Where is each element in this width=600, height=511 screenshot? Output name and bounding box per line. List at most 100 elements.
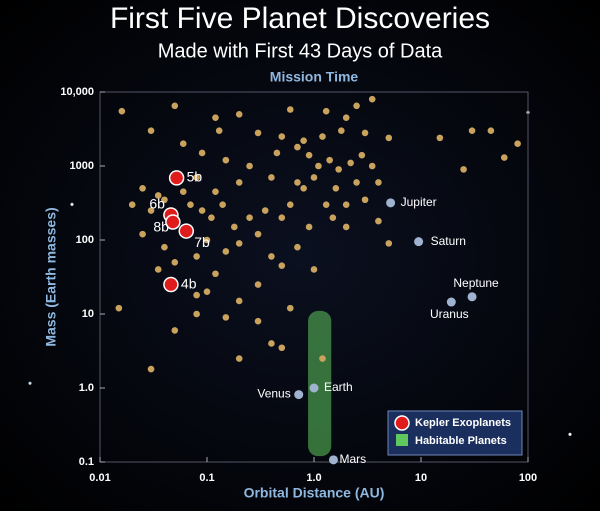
known-planet bbox=[139, 230, 146, 238]
known-planet bbox=[187, 201, 194, 208]
known-planet bbox=[212, 114, 219, 121]
known-planet bbox=[268, 253, 275, 260]
known-planet bbox=[215, 127, 223, 134]
known-planet bbox=[278, 133, 286, 140]
known-planet bbox=[161, 196, 168, 204]
known-planet bbox=[222, 314, 230, 321]
known-planet bbox=[286, 106, 294, 113]
known-planet bbox=[273, 149, 281, 157]
top-label: Mission Time bbox=[270, 69, 359, 85]
known-planet bbox=[193, 310, 200, 318]
known-planet bbox=[118, 107, 126, 115]
known-planet bbox=[436, 134, 444, 142]
known-planet bbox=[235, 297, 243, 305]
known-planet bbox=[171, 327, 179, 334]
known-planet bbox=[319, 133, 326, 140]
known-planet bbox=[115, 304, 123, 312]
known-planet bbox=[385, 134, 393, 142]
known-planet bbox=[147, 365, 155, 373]
known-planet bbox=[203, 236, 211, 244]
known-planet bbox=[235, 240, 243, 247]
known-planet bbox=[154, 192, 162, 199]
known-planet bbox=[139, 184, 146, 192]
known-planet bbox=[254, 129, 262, 137]
chart-subtitle: Made with First 43 Days of Data bbox=[158, 40, 443, 62]
y-tick-label: 0.1 bbox=[79, 456, 94, 468]
known-planet bbox=[361, 129, 369, 137]
point-label: Jupiter bbox=[401, 195, 437, 209]
known-planet bbox=[310, 266, 318, 273]
known-planet bbox=[198, 207, 206, 214]
known-planet bbox=[278, 214, 286, 222]
known-planet bbox=[171, 102, 179, 110]
y-tick-label: 10 bbox=[82, 308, 94, 320]
point-label: Mars bbox=[339, 452, 366, 466]
point-label: Neptune bbox=[453, 276, 499, 290]
x-tick-label: 0.01 bbox=[89, 472, 110, 484]
known-planet bbox=[368, 162, 376, 170]
known-planet bbox=[235, 179, 243, 186]
point-label: 4b bbox=[181, 275, 197, 291]
known-planet bbox=[294, 143, 301, 151]
point-label: 6b bbox=[149, 196, 165, 212]
x-tick-label: 100 bbox=[519, 472, 537, 484]
solar-planet bbox=[446, 297, 456, 307]
known-planet bbox=[254, 281, 262, 288]
known-planet bbox=[147, 127, 155, 134]
y-tick-label: 1.0 bbox=[79, 382, 94, 394]
known-planet bbox=[305, 223, 313, 231]
known-planet bbox=[179, 188, 187, 195]
known-planet bbox=[347, 159, 354, 167]
chart-title: First Five Planet Discoveries bbox=[110, 2, 490, 35]
known-planet bbox=[246, 214, 253, 222]
known-planet bbox=[208, 214, 215, 222]
y-tick-label: 1000 bbox=[70, 160, 94, 172]
legend-swatch bbox=[396, 434, 408, 446]
x-axis-label: Orbital Distance (AU) bbox=[244, 485, 385, 501]
legend-label: Kepler Exoplanets bbox=[415, 417, 511, 429]
known-planet bbox=[171, 258, 179, 266]
known-planet bbox=[300, 184, 307, 192]
known-planet bbox=[235, 110, 243, 118]
solar-planet bbox=[386, 198, 396, 208]
known-planet bbox=[300, 137, 307, 144]
known-planet bbox=[203, 288, 211, 296]
exoplanet bbox=[163, 276, 179, 293]
solar-planet bbox=[414, 237, 424, 247]
known-planet bbox=[358, 151, 366, 159]
known-planet bbox=[268, 340, 275, 347]
known-planet bbox=[268, 174, 275, 181]
legend-box bbox=[387, 410, 523, 456]
known-planet bbox=[332, 184, 340, 192]
point-label: 8b bbox=[153, 219, 169, 235]
known-planet bbox=[305, 151, 313, 159]
known-planet bbox=[286, 201, 294, 208]
point-label: Earth bbox=[324, 380, 353, 394]
known-planet bbox=[179, 140, 187, 148]
y-tick-label: 100 bbox=[76, 234, 94, 246]
known-planet bbox=[235, 355, 243, 362]
known-planet bbox=[310, 174, 318, 181]
known-planet bbox=[128, 201, 136, 208]
known-planet bbox=[278, 344, 286, 352]
point-label: Uranus bbox=[430, 307, 469, 321]
known-planet bbox=[212, 270, 219, 278]
known-planet bbox=[219, 201, 226, 208]
known-planet bbox=[338, 127, 345, 134]
known-planet bbox=[278, 262, 286, 269]
known-planet bbox=[315, 162, 322, 170]
point-label: Venus bbox=[257, 387, 290, 401]
known-planet bbox=[326, 156, 333, 164]
x-tick-label: 0.1 bbox=[199, 472, 214, 484]
known-planet bbox=[335, 166, 342, 173]
known-planet bbox=[322, 107, 330, 115]
legend: Kepler Exoplanets Habitable Planets bbox=[387, 410, 523, 456]
known-planet bbox=[322, 201, 330, 208]
known-planet bbox=[468, 127, 476, 134]
point-label: 7b bbox=[194, 234, 210, 250]
solar-planet bbox=[328, 455, 338, 465]
point-label: Saturn bbox=[431, 234, 466, 248]
legend-swatch bbox=[394, 415, 410, 431]
known-planet bbox=[375, 179, 382, 186]
solar-planet bbox=[294, 390, 304, 400]
